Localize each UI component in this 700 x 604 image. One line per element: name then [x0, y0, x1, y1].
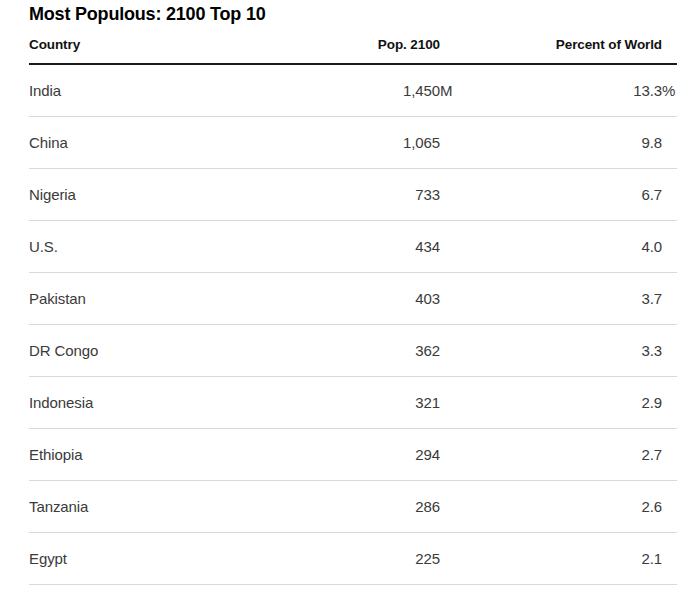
table-row: Indonesia 321 2.9 — [29, 377, 677, 429]
population-table-widget: Most Populous: 2100 Top 10 Country Pop. … — [0, 0, 700, 585]
table-row: China 1,065 9.8 — [29, 117, 677, 169]
percent-of-world-value: 9.8 — [455, 134, 662, 151]
country-name: Indonesia — [29, 394, 309, 411]
percent-of-world-value: 3.7 — [455, 290, 662, 307]
country-name: China — [29, 134, 309, 151]
country-name: Egypt — [29, 550, 309, 567]
country-name: Pakistan — [29, 290, 309, 307]
country-name: Tanzania — [29, 498, 309, 515]
country-name: Nigeria — [29, 186, 309, 203]
table-title: Most Populous: 2100 Top 10 — [29, 3, 677, 26]
pop-2100-value: 362 — [309, 342, 440, 359]
table-header-row: Country Pop. 2100 Percent of World — [29, 26, 677, 65]
pop-unit-suffix: M — [440, 82, 455, 99]
percent-of-world-value: 2.9 — [455, 394, 662, 411]
pop-2100-value: 286 — [309, 498, 440, 515]
table-row: India 1,450 M 13.3 % — [29, 65, 677, 117]
percent-of-world-value: 4.0 — [455, 238, 662, 255]
table-row: Egypt 225 2.1 — [29, 533, 677, 585]
pop-2100-value: 403 — [309, 290, 440, 307]
country-name: U.S. — [29, 238, 309, 255]
table-body: India 1,450 M 13.3 % China 1,065 9.8 Nig… — [29, 65, 677, 585]
percent-of-world-value: 3.3 — [455, 342, 662, 359]
column-header-country: Country — [29, 37, 309, 52]
table-row: U.S. 434 4.0 — [29, 221, 677, 273]
pop-2100-value: 1,450 — [309, 82, 440, 99]
pop-2100-value: 321 — [309, 394, 440, 411]
column-header-pop-2100: Pop. 2100 — [309, 37, 440, 52]
pop-2100-value: 225 — [309, 550, 440, 567]
percent-of-world-value: 2.1 — [455, 550, 662, 567]
country-name: Ethiopia — [29, 446, 309, 463]
pop-2100-value: 434 — [309, 238, 440, 255]
percent-of-world-value: 2.7 — [455, 446, 662, 463]
table-row: Pakistan 403 3.7 — [29, 273, 677, 325]
table-row: DR Congo 362 3.3 — [29, 325, 677, 377]
percent-of-world-value: 2.6 — [455, 498, 662, 515]
table-row: Nigeria 733 6.7 — [29, 169, 677, 221]
table-row: Tanzania 286 2.6 — [29, 481, 677, 533]
percent-of-world-value: 13.3 — [455, 82, 662, 99]
pop-2100-value: 1,065 — [309, 134, 440, 151]
pop-2100-value: 294 — [309, 446, 440, 463]
country-name: India — [29, 82, 309, 99]
table-row: Ethiopia 294 2.7 — [29, 429, 677, 481]
pop-2100-value: 733 — [309, 186, 440, 203]
percent-of-world-value: 6.7 — [455, 186, 662, 203]
country-name: DR Congo — [29, 342, 309, 359]
percent-unit-suffix: % — [662, 82, 677, 99]
column-header-percent-of-world: Percent of World — [455, 37, 662, 52]
